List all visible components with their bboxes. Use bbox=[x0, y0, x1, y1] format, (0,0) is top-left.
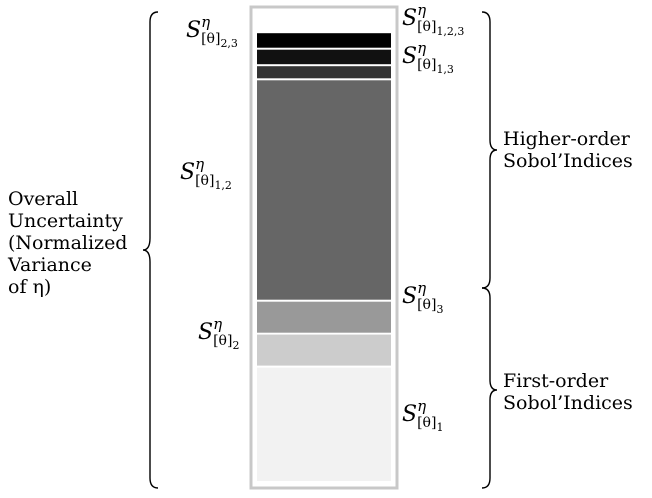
segment-3 bbox=[257, 301, 391, 333]
bar-frame bbox=[249, 5, 399, 490]
first-line-1: First-order bbox=[503, 370, 609, 392]
bar-segments bbox=[257, 33, 391, 481]
overall-line-1: Overall bbox=[8, 188, 79, 210]
overall-brace bbox=[142, 11, 159, 489]
segment-1 bbox=[257, 367, 391, 481]
segment-7 bbox=[257, 33, 391, 48]
label-s-123: Sη[θ]1,2,3 bbox=[402, 1, 465, 38]
segment-2 bbox=[257, 334, 391, 366]
label-s-3: Sη[θ]3 bbox=[402, 279, 444, 316]
label-s-1: Sη[θ]1 bbox=[402, 397, 444, 434]
overall-line-3: (Normalized bbox=[8, 232, 128, 254]
segment-6 bbox=[257, 49, 391, 65]
higher-order-label: Higher-order Sobol’Indices bbox=[503, 128, 633, 172]
first-order-brace bbox=[481, 287, 498, 489]
overall-line-2: Uncertainty bbox=[8, 210, 123, 232]
higher-line-2: Sobol’Indices bbox=[503, 150, 633, 172]
label-s-13: Sη[θ]1,3 bbox=[402, 39, 454, 76]
higher-line-1: Higher-order bbox=[503, 128, 630, 150]
higher-order-brace bbox=[481, 11, 498, 289]
label-s-12: Sη[θ]1,2 bbox=[180, 155, 232, 192]
overall-line-4: Variance bbox=[8, 254, 92, 276]
overall-uncertainty-label: Overall Uncertainty (Normalized Variance… bbox=[8, 188, 127, 298]
overall-line-5: of η) bbox=[8, 276, 52, 298]
segment-5 bbox=[257, 66, 391, 79]
first-order-label: First-order Sobol’Indices bbox=[503, 370, 633, 414]
segment-4 bbox=[257, 80, 391, 300]
label-s-23: Sη[θ]2,3 bbox=[186, 13, 238, 50]
label-s-2: Sη[θ]2 bbox=[198, 315, 240, 352]
first-line-2: Sobol’Indices bbox=[503, 392, 633, 414]
